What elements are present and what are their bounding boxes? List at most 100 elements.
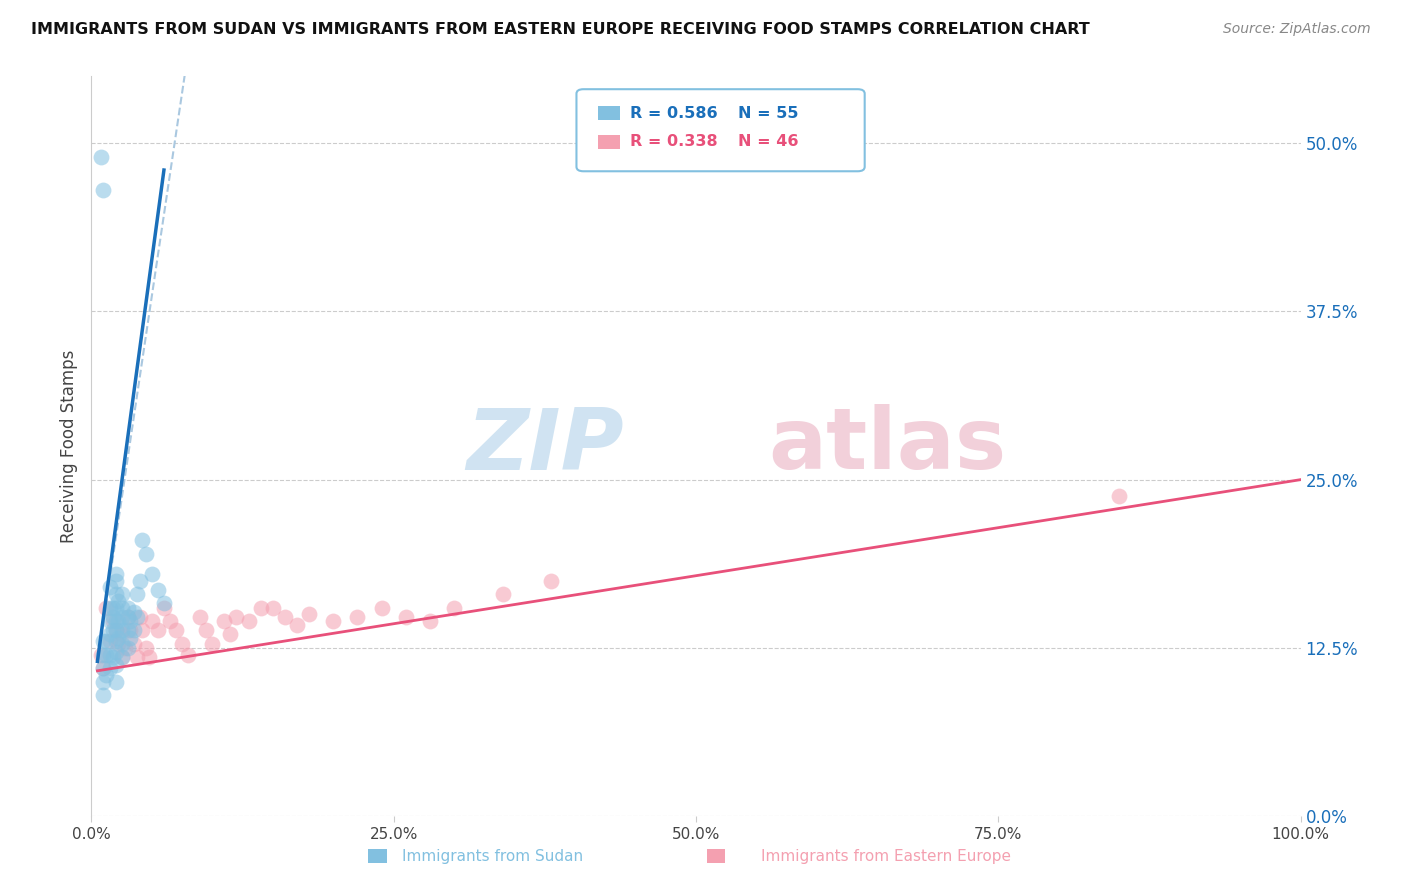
Immigrants from Eastern Europe (131, 624, 153, 638)
Immigrants from Eastern Europe (225, 610, 247, 624)
Immigrants from Eastern Europe (111, 627, 132, 641)
Immigrants from Sudan (107, 632, 129, 646)
Immigrants from Sudan (128, 574, 150, 588)
Immigrants from Sudan (104, 600, 127, 615)
Immigrants from Sudan (101, 650, 124, 665)
Immigrants from Eastern Europe (135, 640, 157, 655)
Immigrants from Sudan (127, 587, 149, 601)
Immigrants from Sudan (107, 594, 129, 608)
Immigrants from Sudan (120, 614, 142, 628)
Immigrants from Eastern Europe (94, 600, 117, 615)
Immigrants from Sudan (122, 624, 145, 638)
Immigrants from Sudan (104, 674, 127, 689)
Immigrants from Eastern Europe (138, 650, 160, 665)
Text: ZIP: ZIP (465, 404, 623, 488)
Immigrants from Sudan (153, 597, 176, 611)
Immigrants from Sudan (101, 624, 124, 638)
Immigrants from Eastern Europe (114, 640, 136, 655)
Immigrants from Eastern Europe (249, 600, 271, 615)
Text: R = 0.338: R = 0.338 (630, 135, 717, 149)
Immigrants from Eastern Europe (1108, 489, 1130, 503)
Immigrants from Sudan (93, 688, 115, 702)
Immigrants from Eastern Europe (370, 600, 392, 615)
Immigrants from Eastern Europe (274, 610, 297, 624)
Text: atlas: atlas (769, 404, 1007, 488)
Immigrants from Sudan (117, 624, 139, 638)
Immigrants from Eastern Europe (195, 624, 218, 638)
Immigrants from Eastern Europe (201, 637, 224, 651)
Immigrants from Sudan (93, 183, 115, 197)
Immigrants from Eastern Europe (122, 637, 145, 651)
Immigrants from Sudan (146, 582, 169, 597)
Y-axis label: Receiving Food Stamps: Receiving Food Stamps (59, 350, 77, 542)
Text: IMMIGRANTS FROM SUDAN VS IMMIGRANTS FROM EASTERN EUROPE RECEIVING FOOD STAMPS CO: IMMIGRANTS FROM SUDAN VS IMMIGRANTS FROM… (31, 22, 1090, 37)
Text: Source: ZipAtlas.com: Source: ZipAtlas.com (1223, 22, 1371, 37)
Immigrants from Sudan (94, 648, 117, 662)
Immigrants from Sudan (101, 610, 124, 624)
Immigrants from Eastern Europe (146, 624, 169, 638)
Immigrants from Eastern Europe (491, 587, 513, 601)
Immigrants from Sudan (94, 634, 117, 648)
Immigrants from Eastern Europe (298, 607, 321, 622)
Immigrants from Sudan (104, 614, 127, 628)
Immigrants from Eastern Europe (219, 627, 242, 641)
Immigrants from Eastern Europe (127, 650, 149, 665)
Immigrants from Eastern Europe (214, 614, 236, 628)
Immigrants from Eastern Europe (111, 650, 132, 665)
Immigrants from Sudan (111, 637, 132, 651)
Immigrants from Sudan (111, 610, 132, 624)
Immigrants from Sudan (101, 600, 124, 615)
Immigrants from Sudan (122, 605, 145, 619)
Immigrants from Sudan (93, 661, 115, 675)
Immigrants from Sudan (120, 632, 142, 646)
Immigrants from Eastern Europe (141, 614, 163, 628)
Immigrants from Sudan (93, 648, 115, 662)
Immigrants from Eastern Europe (188, 610, 211, 624)
Immigrants from Sudan (98, 614, 121, 628)
Immigrants from Eastern Europe (104, 624, 127, 638)
Immigrants from Sudan (117, 600, 139, 615)
Immigrants from Sudan (104, 574, 127, 588)
Immigrants from Sudan (111, 624, 132, 638)
Immigrants from Sudan (98, 627, 121, 641)
Immigrants from Eastern Europe (98, 634, 121, 648)
Text: N = 46: N = 46 (738, 135, 799, 149)
Immigrants from Sudan (117, 640, 139, 655)
Immigrants from Eastern Europe (120, 624, 142, 638)
Immigrants from Eastern Europe (117, 610, 139, 624)
Immigrants from Eastern Europe (101, 614, 124, 628)
Immigrants from Sudan (111, 600, 132, 615)
Immigrants from Sudan (104, 566, 127, 581)
Immigrants from Sudan (98, 648, 121, 662)
Immigrants from Eastern Europe (172, 637, 194, 651)
Immigrants from Sudan (111, 650, 132, 665)
Immigrants from Eastern Europe (153, 600, 176, 615)
Immigrants from Sudan (141, 566, 163, 581)
Immigrants from Sudan (107, 614, 129, 628)
Immigrants from Eastern Europe (285, 618, 308, 632)
Immigrants from Sudan (104, 587, 127, 601)
Immigrants from Sudan (135, 547, 157, 561)
Immigrants from Eastern Europe (346, 610, 368, 624)
Immigrants from Eastern Europe (443, 600, 465, 615)
Immigrants from Sudan (104, 658, 127, 673)
Text: Immigrants from Eastern Europe: Immigrants from Eastern Europe (761, 849, 1011, 863)
Text: Immigrants from Sudan: Immigrants from Sudan (402, 849, 582, 863)
Immigrants from Sudan (131, 533, 153, 548)
Immigrants from Sudan (93, 634, 115, 648)
Immigrants from Sudan (94, 668, 117, 682)
Immigrants from Eastern Europe (419, 614, 441, 628)
Immigrants from Eastern Europe (262, 600, 284, 615)
Immigrants from Eastern Europe (322, 614, 344, 628)
Immigrants from Sudan (98, 580, 121, 594)
Immigrants from Eastern Europe (165, 624, 187, 638)
Immigrants from Sudan (104, 645, 127, 659)
Immigrants from Eastern Europe (395, 610, 418, 624)
Immigrants from Sudan (104, 624, 127, 638)
Immigrants from Sudan (111, 587, 132, 601)
Immigrants from Eastern Europe (177, 648, 200, 662)
Text: N = 55: N = 55 (738, 106, 799, 120)
Immigrants from Eastern Europe (90, 648, 112, 662)
Immigrants from Sudan (93, 674, 115, 689)
Immigrants from Eastern Europe (107, 637, 129, 651)
